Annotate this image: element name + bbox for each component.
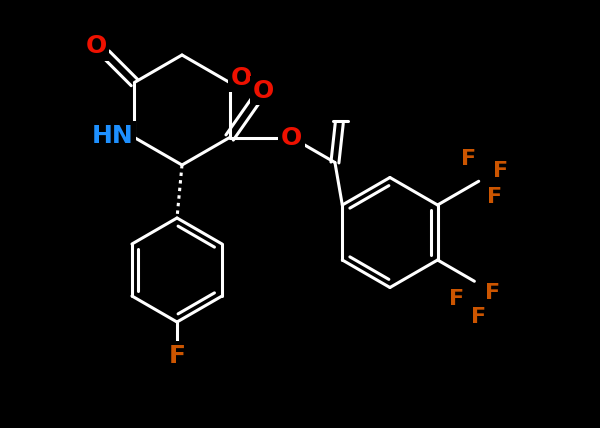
Text: F: F (169, 344, 185, 368)
Text: O: O (231, 65, 252, 89)
Text: HN: HN (91, 124, 133, 148)
Text: O: O (85, 34, 107, 58)
Text: O: O (281, 125, 302, 149)
Text: F: F (471, 307, 486, 327)
Text: F: F (487, 187, 502, 207)
Text: F: F (493, 161, 508, 181)
Text: F: F (449, 289, 464, 309)
Text: O: O (253, 79, 274, 103)
Text: F: F (461, 149, 476, 169)
Text: F: F (485, 283, 500, 303)
